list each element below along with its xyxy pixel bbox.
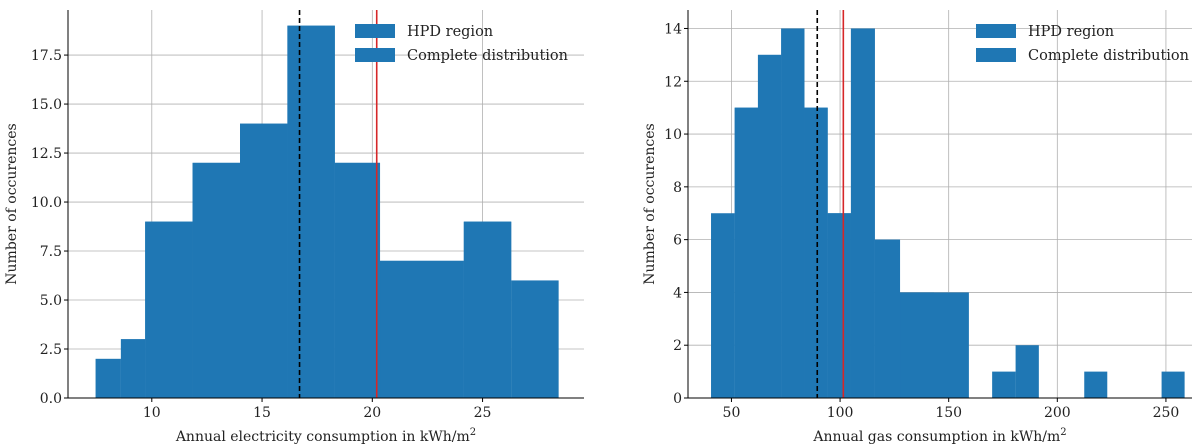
legend-label: Complete distribution [1028, 48, 1189, 64]
x-axis-title-text: Annual gas consumption in kWh/m [812, 429, 1060, 445]
legend-swatch [976, 24, 1016, 38]
x-axis-title: Annual electricity consumption in kWh/m2 [175, 427, 476, 445]
legend: HPD region Complete distribution [355, 24, 568, 64]
legend-label: Complete distribution [407, 48, 568, 64]
x-tick-label: 50 [723, 405, 741, 421]
x-tick-label: 15 [253, 405, 271, 421]
y-tick-label: 4 [673, 285, 682, 301]
histogram-bar [850, 28, 875, 398]
histogram-bar [874, 239, 901, 398]
histogram-bar [120, 339, 146, 398]
x-tick-label: 20 [363, 405, 381, 421]
x-tick-label: 25 [474, 405, 492, 421]
y-tick-label: 12 [664, 74, 682, 90]
legend: HPD region Complete distribution [976, 24, 1189, 64]
legend-label: HPD region [1028, 24, 1114, 40]
x-axis-title: Annual gas consumption in kWh/m2 [812, 427, 1066, 445]
histogram-bar [145, 221, 193, 398]
histogram-bar [757, 54, 782, 398]
legend-swatch [355, 48, 395, 62]
x-tick-label: 150 [935, 405, 962, 421]
y-tick-label: 12.5 [31, 146, 62, 162]
y-tick-label: 10.0 [31, 195, 62, 211]
histogram-bar [804, 107, 828, 399]
x-axis-title-text: Annual electricity consumption in kWh/m [175, 429, 470, 445]
legend-label: HPD region [407, 24, 493, 40]
y-tick-label: 7.5 [40, 244, 62, 260]
y-tick-label: 15.0 [31, 97, 62, 113]
y-axis-title: Number of occurences [642, 123, 658, 284]
series-complete-distribution [95, 25, 559, 399]
electricity-histogram-panel: 10 15 20 25 0.0 2.5 5.0 7.5 10.0 12.5 15.0 17.5 Annu… [4, 10, 584, 445]
y-tick-label: 6 [673, 233, 682, 249]
histogram-bar [240, 123, 288, 399]
histogram-bar [463, 221, 512, 398]
y-tick-label: 0.0 [40, 391, 62, 407]
y-tick-label: 14 [664, 21, 682, 37]
histogram-bar [334, 162, 381, 398]
y-axis-title: Number of occurences [4, 123, 20, 284]
x-tick-label: 10 [143, 405, 161, 421]
x-tick-label: 250 [1153, 405, 1180, 421]
histogram-bar [1161, 371, 1185, 398]
x-axis-title-superscript: 2 [470, 427, 476, 438]
histogram-bar [992, 371, 1016, 398]
y-tick-label: 10 [664, 127, 682, 143]
histogram-bar [1015, 345, 1039, 398]
x-tick-label: 100 [827, 405, 854, 421]
series-complete-distribution [711, 28, 1185, 399]
histogram-bar [734, 107, 758, 399]
histogram-bar [1084, 371, 1108, 398]
x-axis-title-superscript: 2 [1060, 427, 1066, 438]
histogram-bar [380, 260, 464, 398]
y-tick-label: 2.5 [40, 342, 62, 358]
y-tick-label: 2 [673, 338, 682, 354]
histogram-bar [192, 162, 240, 398]
y-tick-label: 5.0 [40, 293, 62, 309]
x-tick-label: 200 [1044, 405, 1071, 421]
y-tick-label: 0 [673, 391, 682, 407]
histogram-bar [287, 25, 335, 399]
histogram-bar [900, 292, 969, 398]
legend-swatch [355, 24, 395, 38]
legend-swatch [976, 48, 1016, 62]
histogram-bar [781, 28, 805, 398]
histogram-bar [95, 358, 121, 398]
histogram-bar [711, 213, 735, 398]
histogram-bar [511, 280, 559, 398]
histogram-bar [827, 213, 851, 398]
y-tick-label: 8 [673, 180, 682, 196]
y-tick-label: 17.5 [31, 48, 62, 64]
gas-histogram-panel: 50 100 150 200 250 0 2 4 6 8 10 12 14 Annual gas cons… [642, 10, 1192, 445]
